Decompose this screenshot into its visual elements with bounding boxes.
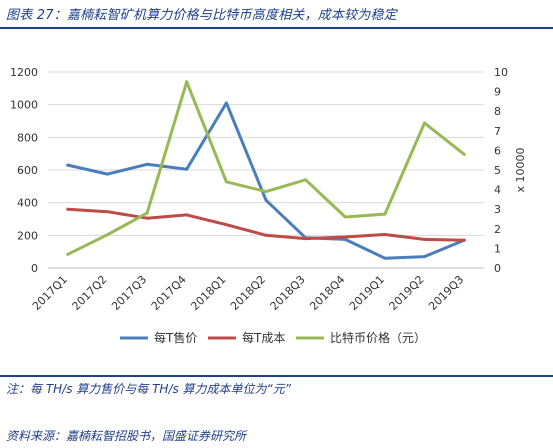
data-point (66, 207, 70, 211)
data-point (185, 80, 189, 84)
x-tick-label: 2019Q2 (387, 273, 427, 313)
y2-tick-label: 8 (494, 105, 501, 118)
x-tick-label: 2018Q2 (228, 273, 268, 313)
y2-axis-label: x 10000 (514, 147, 527, 192)
data-point (264, 198, 268, 202)
note-rule (0, 375, 553, 377)
data-point (105, 210, 109, 214)
data-point (66, 163, 70, 167)
data-point (264, 190, 268, 194)
data-point (423, 237, 427, 241)
y2-tick-label: 4 (494, 184, 501, 197)
y2-tick-label: 6 (494, 144, 501, 157)
data-point (383, 233, 387, 237)
legend-label: 每T售价 (154, 330, 197, 345)
y-axis-right: 0 1 2 3 4 5 6 7 8 9 10 (494, 66, 508, 275)
y2-tick-label: 1 (494, 242, 501, 255)
data-point (105, 233, 109, 237)
y-tick-label: 200 (17, 229, 38, 242)
legend: 每T售价 每T成本 比特币价格（元） (120, 330, 426, 345)
data-point (145, 162, 149, 166)
x-tick-label: 2017Q3 (109, 273, 149, 313)
data-point (423, 121, 427, 125)
data-point (224, 223, 228, 227)
data-point (145, 216, 149, 220)
y-tick-label: 600 (17, 164, 38, 177)
y2-tick-label: 5 (494, 164, 501, 177)
figure-title: 图表 27：嘉楠耘智矿机算力价格与比特币高度相关，成本较为稳定 (6, 8, 397, 23)
data-point (343, 237, 347, 241)
legend-label: 比特币价格（元） (330, 330, 426, 345)
y-tick-label: 400 (17, 197, 38, 210)
y-axis-left: 0 200 400 600 800 1000 1200 (10, 66, 38, 275)
y2-tick-label: 7 (494, 125, 501, 138)
data-point (343, 235, 347, 239)
data-point (383, 256, 387, 260)
data-point (343, 215, 347, 219)
data-point (462, 238, 466, 242)
x-tick-label: 2017Q2 (70, 273, 110, 313)
title-rule (0, 27, 553, 29)
data-point (423, 255, 427, 259)
y2-tick-label: 2 (494, 223, 501, 236)
y-tick-label: 1200 (10, 66, 38, 79)
data-point (304, 237, 308, 241)
figure-source: 资料来源：嘉楠耘智招股书，国盛证券研究所 (6, 429, 247, 443)
line-chart: 0 200 400 600 800 1000 1200 0 1 2 3 4 5 6 7 8 9 10 x 100… (10, 66, 527, 345)
data-point (462, 152, 466, 156)
x-tick-label: 2017Q4 (149, 273, 189, 313)
data-point (304, 178, 308, 182)
x-tick-label: 2018Q4 (307, 273, 347, 313)
x-tick-label: 2019Q1 (347, 273, 387, 313)
data-point (145, 211, 149, 215)
legend-label: 每T成本 (242, 330, 285, 345)
data-point (224, 101, 228, 105)
data-point (185, 213, 189, 217)
data-point (66, 252, 70, 256)
y2-tick-label: 9 (494, 86, 501, 99)
y-tick-label: 800 (17, 131, 38, 144)
data-point (185, 167, 189, 171)
y2-tick-label: 3 (494, 203, 501, 216)
data-point (105, 172, 109, 176)
y-tick-label: 1000 (10, 99, 38, 112)
y2-tick-label: 10 (494, 66, 508, 79)
x-tick-label: 2018Q1 (188, 273, 228, 313)
figure-note: 注：每 TH/s 算力售价与每 TH/s 算力成本单位为“元” (6, 382, 291, 396)
x-tick-label: 2018Q3 (268, 273, 308, 313)
series-lines (66, 80, 466, 260)
data-point (264, 233, 268, 237)
x-axis: 2017Q1 2017Q2 2017Q3 2017Q4 2018Q1 2018Q2 2018… (30, 273, 466, 313)
y2-tick-label: 0 (494, 262, 501, 275)
y-tick-label: 0 (31, 262, 38, 275)
x-tick-label: 2017Q1 (30, 273, 70, 313)
data-point (383, 212, 387, 216)
x-tick-label: 2019Q3 (426, 273, 466, 313)
data-point (224, 180, 228, 184)
